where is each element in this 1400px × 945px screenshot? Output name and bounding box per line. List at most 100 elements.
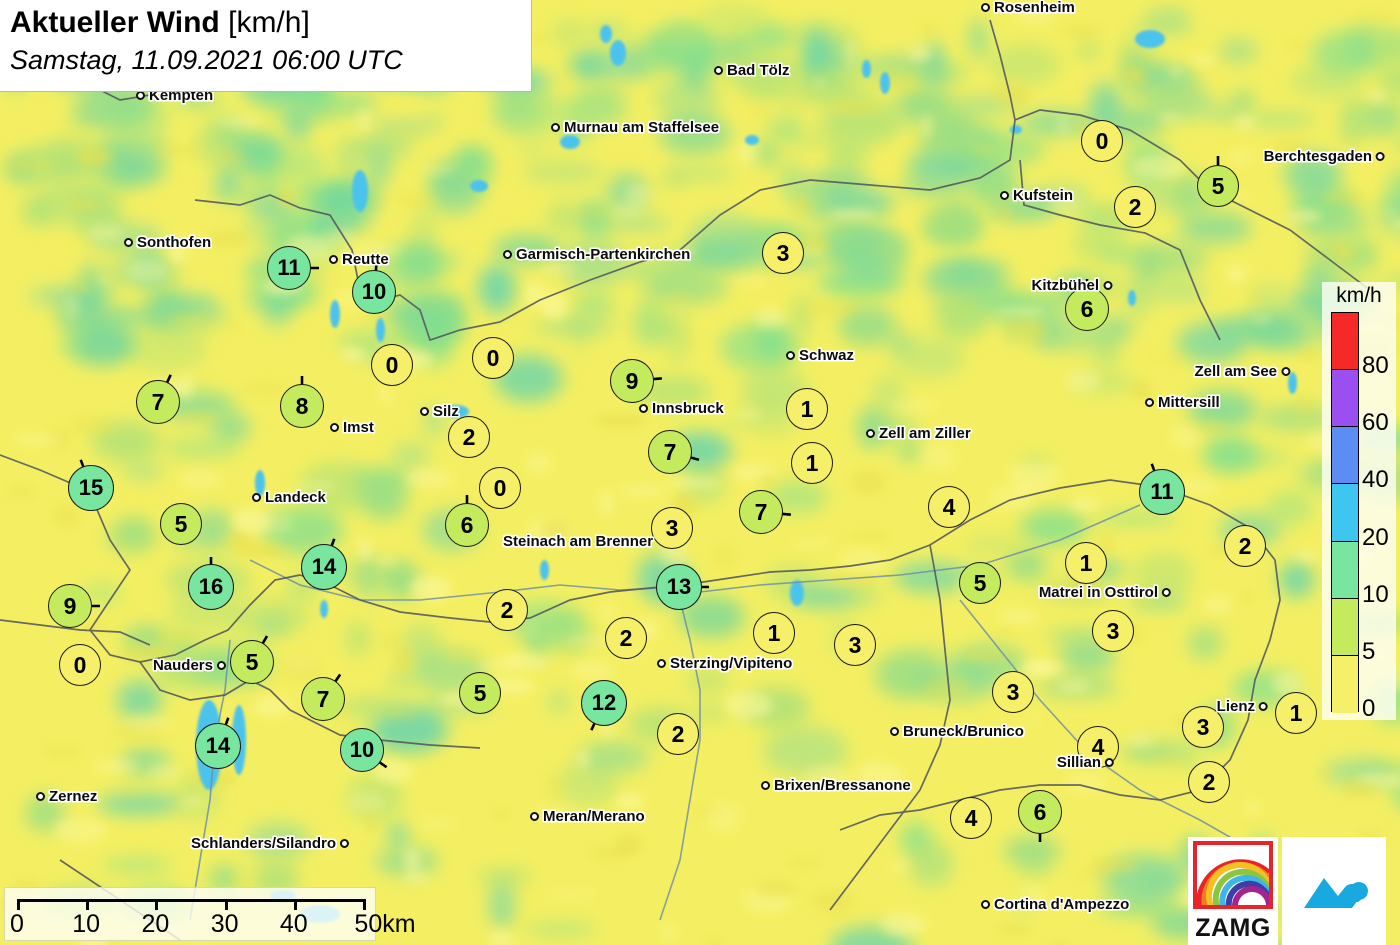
wind-station-marker[interactable]: 9 (610, 359, 654, 403)
wind-station-value: 0 (493, 474, 507, 501)
wind-station-marker[interactable]: 13 (656, 564, 702, 610)
city-marker-dot (1259, 702, 1268, 711)
wind-station-marker[interactable]: 1 (1065, 542, 1107, 584)
legend-band (1332, 655, 1358, 713)
scale-label: 0 (10, 910, 24, 938)
wind-station-marker[interactable]: 10 (352, 270, 396, 314)
legend-tick-label: 10 (1362, 580, 1389, 608)
wind-station-marker[interactable]: 3 (992, 671, 1034, 713)
city-name: Landeck (265, 489, 326, 506)
wind-station-value: 2 (500, 596, 514, 623)
wind-station-marker[interactable]: 2 (1114, 186, 1156, 228)
wind-station-marker[interactable]: 3 (1182, 706, 1224, 748)
city-name: Schlanders/Silandro (190, 835, 336, 852)
city-name: Bad Tölz (727, 62, 790, 79)
city-label: Silz (420, 403, 459, 420)
city-marker-dot (252, 493, 261, 502)
wind-station-value: 7 (151, 388, 165, 415)
city-label: Lienz (1217, 698, 1268, 715)
wind-station-value: 0 (73, 651, 87, 678)
wind-station-marker[interactable]: 9 (48, 584, 92, 628)
city-name: Zell am Ziller (879, 425, 971, 442)
wind-station-marker[interactable]: 2 (448, 416, 490, 458)
wind-station-marker[interactable]: 0 (479, 467, 521, 509)
wind-station-value: 1 (767, 619, 781, 646)
wind-station-marker[interactable]: 0 (1081, 120, 1123, 162)
wind-station-marker[interactable]: 2 (1224, 525, 1266, 567)
wind-station-marker[interactable]: 4 (950, 797, 992, 839)
wind-station-marker[interactable]: 6 (445, 503, 489, 547)
legend-band (1332, 427, 1358, 485)
wind-station-marker[interactable]: 11 (267, 246, 311, 290)
wind-station-marker[interactable]: 0 (371, 344, 413, 386)
city-marker-dot (1000, 191, 1009, 200)
wind-station-value: 12 (591, 690, 617, 715)
wind-station-marker[interactable]: 5 (459, 672, 501, 714)
wind-station-marker[interactable]: 3 (1092, 610, 1134, 652)
wind-station-marker[interactable]: 7 (648, 430, 692, 474)
wind-station-marker[interactable]: 3 (762, 232, 804, 274)
city-label: Mittersill (1145, 394, 1220, 411)
wind-station-marker[interactable]: 5 (1197, 165, 1239, 207)
wind-station-marker[interactable]: 14 (301, 544, 347, 590)
city-name: Lienz (1216, 698, 1255, 715)
wind-station-marker[interactable]: 7 (136, 380, 180, 424)
city-marker-dot (1162, 588, 1171, 597)
wind-station-marker[interactable]: 8 (280, 384, 324, 428)
legend-tick-label: 20 (1362, 523, 1389, 551)
scale-tick (363, 899, 366, 910)
wind-station-marker[interactable]: 1 (786, 388, 828, 430)
wind-station-marker[interactable]: 2 (605, 617, 647, 659)
wind-station-marker[interactable]: 2 (1188, 761, 1230, 803)
city-marker-dot (1281, 367, 1290, 376)
wind-station-marker[interactable]: 1 (791, 442, 833, 484)
wind-station-marker[interactable]: 0 (59, 644, 101, 686)
title-unit: [km/h] (228, 6, 310, 39)
wind-station-value: 2 (619, 624, 633, 651)
wind-station-marker[interactable]: 3 (651, 507, 693, 549)
wind-station-value: 2 (671, 720, 685, 747)
wind-station-marker[interactable]: 6 (1018, 790, 1062, 834)
city-label: Cortina d'Ampezzo (981, 896, 1129, 913)
wind-station-value: 0 (385, 351, 399, 378)
wind-station-marker[interactable]: 16 (188, 564, 234, 610)
wind-station-marker[interactable]: 3 (834, 624, 876, 666)
wind-station-marker[interactable]: 12 (581, 680, 627, 726)
wind-station-marker[interactable]: 14 (195, 723, 241, 769)
city-label: Zernez (36, 788, 97, 805)
wind-station-value: 1 (1079, 549, 1093, 576)
city-name: Kufstein (1013, 187, 1073, 204)
wind-station-marker[interactable]: 10 (340, 728, 384, 772)
wind-station-marker[interactable]: 5 (230, 640, 274, 684)
wind-station-value: 13 (666, 574, 692, 599)
city-marker-dot (761, 781, 770, 790)
city-name: Innsbruck (652, 400, 724, 417)
scale-tick (86, 899, 90, 910)
wind-station-marker[interactable]: 11 (1139, 469, 1185, 515)
wind-station-marker[interactable]: 5 (160, 503, 202, 545)
wind-station-marker[interactable]: 1 (1275, 692, 1317, 734)
city-marker-dot (657, 659, 666, 668)
wind-station-marker[interactable]: 7 (301, 677, 345, 721)
wind-station-marker[interactable]: 5 (959, 562, 1001, 604)
city-label: Innsbruck (639, 400, 724, 417)
wind-station-marker[interactable]: 2 (486, 589, 528, 631)
zamg-rainbow-icon (1193, 841, 1273, 909)
legend-tick-label: 5 (1362, 637, 1376, 665)
wind-station-marker[interactable]: 1 (753, 612, 795, 654)
wind-station-marker[interactable]: 15 (68, 465, 114, 511)
city-label: Steinach am Brenner (503, 533, 653, 550)
zamg-logo-text: ZAMG (1195, 914, 1271, 942)
wind-station-value: 3 (1106, 617, 1120, 644)
wind-station-marker[interactable]: 4 (928, 486, 970, 528)
wind-station-marker[interactable]: 2 (657, 713, 699, 755)
city-label: Brixen/Bressanone (761, 777, 911, 794)
scale-label: 30 (210, 910, 239, 938)
city-marker-dot (890, 727, 899, 736)
wind-station-value: 5 (245, 648, 259, 675)
wind-station-marker[interactable]: 0 (472, 337, 514, 379)
legend-tick-label: 80 (1362, 352, 1389, 380)
city-name: Garmisch-Partenkirchen (516, 246, 691, 263)
wind-station-marker[interactable]: 7 (739, 490, 783, 534)
wind-station-value: 4 (964, 804, 978, 831)
